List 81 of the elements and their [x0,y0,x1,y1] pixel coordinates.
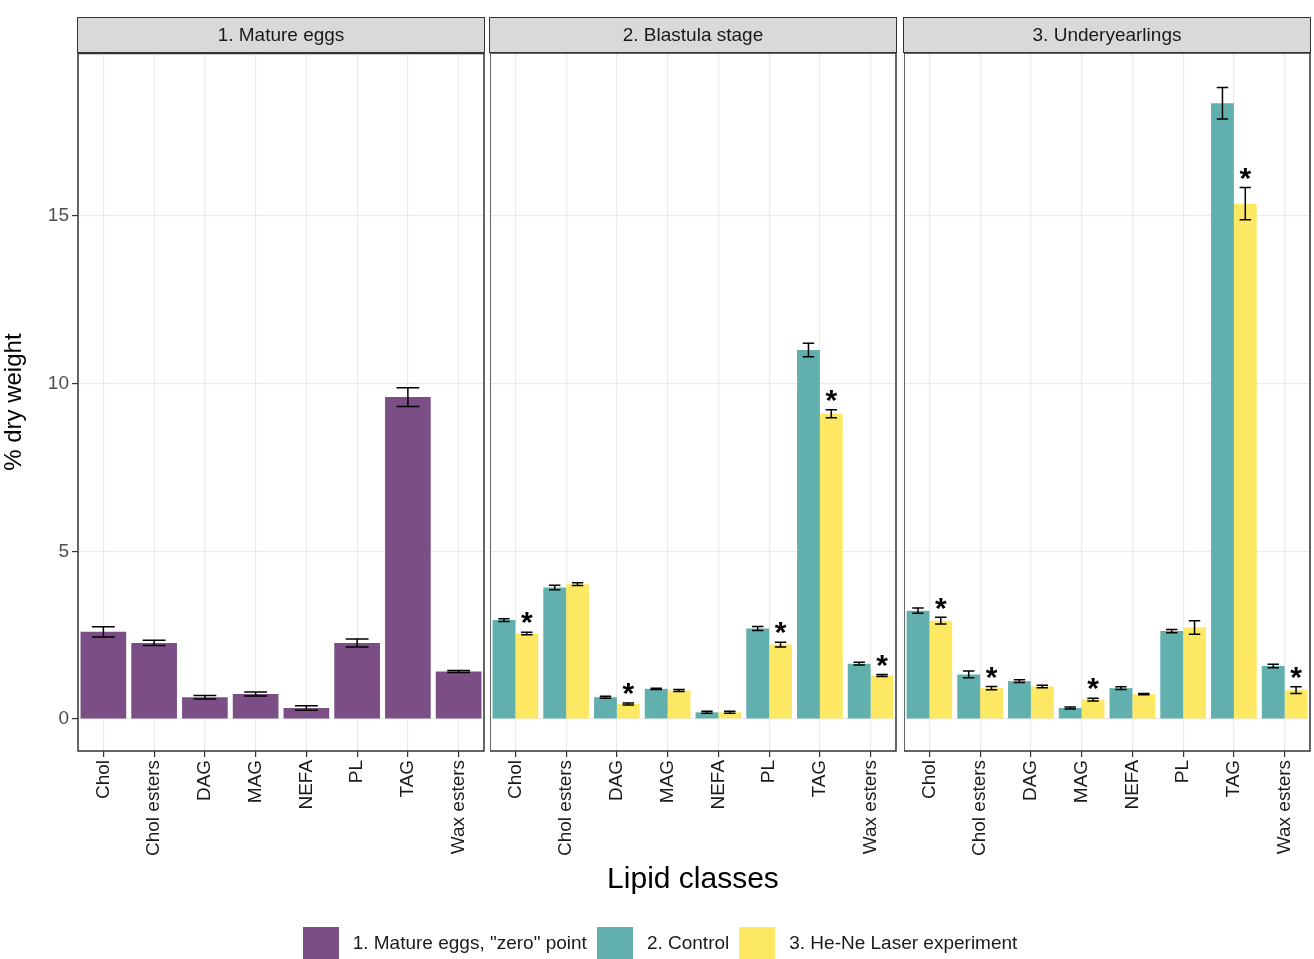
bar [1261,666,1285,719]
bar [566,584,589,719]
x-tick-label: Wax esters [1272,759,1294,855]
x-tick-label: TAG [808,759,830,798]
annotation: * [520,605,533,639]
x-tick-label: Chol esters [554,759,576,857]
x-tick-label: DAG [1019,759,1041,802]
x-tick-label: Wax esters [858,759,880,855]
bar [1109,688,1133,719]
bar [929,620,953,719]
x-tick-label: Wax esters [446,759,468,855]
bar [746,628,770,719]
bar [906,610,930,719]
annotation: * [622,676,635,710]
bar [847,663,871,719]
x-tick-label: PL [757,759,779,784]
y-axis-title: % dry weight [0,333,27,471]
x-tick-label: NEFA [294,759,316,810]
bar [385,397,431,719]
bar [667,690,691,719]
bar [334,642,380,719]
annotation: * [985,659,998,693]
bar [232,693,279,719]
chart-title: 2. Blastula stage [489,17,897,53]
y-tick-label: 15 [47,204,69,226]
bar [1211,103,1234,719]
x-tick-label: DAG [193,759,215,802]
x-tick-label: Chol esters [968,759,990,857]
y-tick-label: 0 [58,707,69,729]
bar [131,642,177,719]
bar [1284,690,1308,719]
bar [1008,681,1031,719]
x-tick-label: MAG [1069,759,1091,804]
chart-title: 1. Mature eggs [77,17,485,54]
x-tick-label: NEFA [1120,759,1142,810]
bar [1132,694,1156,719]
x-tick-label: TAG [396,759,418,798]
legend-label: 2. Control [646,932,730,954]
bar [1183,627,1206,719]
bar [543,587,567,719]
bar [182,697,228,719]
legend-label: 1. Mature eggs, "zero" point [352,932,587,954]
bar [644,688,668,719]
x-tick-label: NEFA [706,759,728,810]
x-tick-label: PL [1171,759,1193,784]
x-axis-title: Lipid classes [606,861,780,895]
bar [80,631,127,719]
annotation: * [774,615,787,649]
x-tick-label: PL [345,759,367,784]
x-tick-label: MAG [655,759,677,804]
bar [957,674,981,719]
bar [594,697,617,719]
annotation: * [934,590,947,624]
bar [1233,203,1257,719]
annotation: * [1087,671,1100,705]
bar [980,688,1003,719]
annotation: * [1239,160,1252,194]
bar [435,671,482,719]
bar [769,644,792,719]
bar [819,413,843,719]
bar [870,675,894,719]
x-tick-label: MAG [243,759,265,804]
x-tick-label: Chol [91,759,113,799]
bar [616,703,640,719]
bar [1160,631,1184,719]
x-tick-label: TAG [1222,759,1244,798]
annotation: * [876,647,889,681]
x-tick-label: Chol esters [142,759,164,857]
x-tick-label: Chol [503,759,525,799]
bar [1030,686,1054,719]
bar [797,349,820,719]
annotation: * [1290,660,1303,694]
x-tick-label: DAG [605,759,627,802]
chart-title: 3. Underyearlings [903,17,1311,53]
annotation: * [825,382,838,416]
x-tick-label: Chol [917,759,939,799]
legend-label: 3. He-Ne Laser experiment [789,932,1018,954]
bar [515,633,539,719]
y-tick-label: 5 [58,539,69,561]
y-tick-label: 10 [47,371,69,393]
bar [492,620,516,719]
